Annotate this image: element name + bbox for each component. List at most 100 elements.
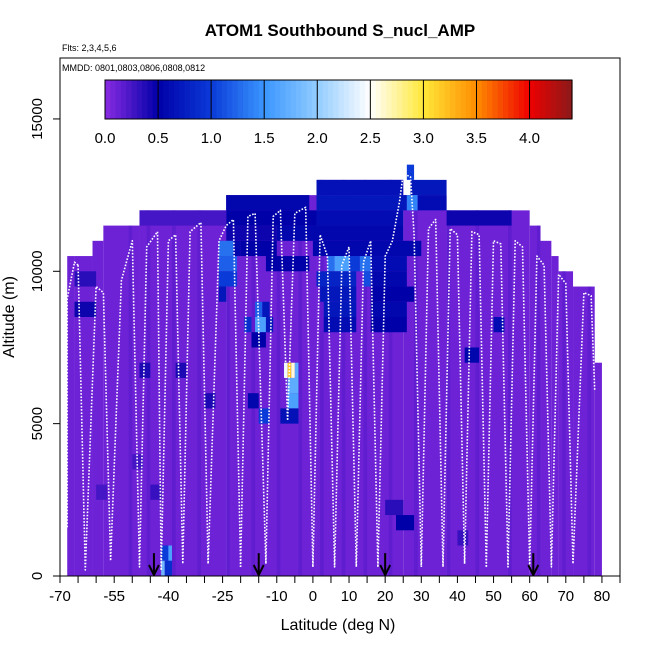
data-cell bbox=[226, 210, 317, 226]
data-cell bbox=[258, 408, 270, 424]
location-arrow-head bbox=[379, 564, 392, 576]
colorbar-segment bbox=[439, 80, 446, 119]
colorbar-segment bbox=[449, 80, 456, 119]
plot-area bbox=[59, 57, 621, 577]
data-cell bbox=[168, 545, 172, 561]
colorbar-segment bbox=[444, 80, 451, 119]
colorbar-segment bbox=[476, 80, 483, 119]
colorbar-segment bbox=[221, 80, 228, 119]
colorbar-tick-label: 1.0 bbox=[201, 130, 222, 147]
x-tick-label: 10 bbox=[341, 588, 358, 605]
profile-stripe bbox=[226, 195, 230, 576]
colorbar-segment bbox=[242, 80, 249, 119]
flights-label: Flts: 2,3,4,5,6 bbox=[62, 43, 117, 53]
colorbar-segment bbox=[327, 80, 334, 119]
colorbar-segment bbox=[566, 80, 573, 119]
colorbar-segment bbox=[211, 80, 218, 119]
colorbar-segment bbox=[285, 80, 292, 119]
data-cell bbox=[493, 317, 505, 333]
colorbar-segment bbox=[556, 80, 562, 119]
data-cell bbox=[359, 256, 371, 272]
data-cell bbox=[276, 225, 404, 241]
data-cell bbox=[396, 515, 415, 531]
colorbar-segment bbox=[391, 80, 398, 119]
envelope-column bbox=[594, 362, 602, 576]
data-cell bbox=[370, 256, 407, 272]
data-cell bbox=[316, 210, 404, 226]
profile-stripe bbox=[276, 195, 281, 576]
data-cell bbox=[323, 301, 357, 317]
colorbar: 0.0 0.5 1.0 1.5 2.0 2.5 3.0 3.5 4.0 bbox=[95, 79, 573, 147]
envelope-column bbox=[446, 210, 530, 576]
flight-track bbox=[420, 218, 488, 568]
flight-track bbox=[77, 230, 162, 571]
colorbar-segment bbox=[311, 80, 318, 119]
colorbar-segment bbox=[280, 80, 287, 119]
x-tick-label: 40 bbox=[449, 588, 466, 605]
envelope-column bbox=[67, 256, 75, 576]
colorbar-segment bbox=[540, 80, 547, 119]
data-cell bbox=[446, 210, 512, 226]
x-tick-label: -25 bbox=[212, 588, 234, 605]
colorbar-segment bbox=[481, 80, 488, 119]
data-cell bbox=[370, 317, 407, 333]
data-cell bbox=[150, 484, 162, 500]
data-cell bbox=[320, 286, 357, 302]
data-cell bbox=[265, 256, 310, 272]
colorbar-segment bbox=[105, 80, 111, 119]
data-cell bbox=[139, 210, 227, 226]
colorbar-segment bbox=[455, 80, 462, 119]
colorbar-tick-label: 2.0 bbox=[307, 130, 328, 147]
location-arrow bbox=[252, 553, 265, 576]
data-cell bbox=[139, 362, 151, 378]
data-cell bbox=[240, 240, 277, 257]
colorbar-segment bbox=[545, 80, 552, 119]
colorbar-segment bbox=[423, 80, 430, 119]
x-tick-label: 50 bbox=[485, 588, 502, 605]
colorbar-segment bbox=[158, 80, 164, 119]
flight-track bbox=[66, 261, 79, 528]
colorbar-segment bbox=[142, 80, 149, 119]
x-tick-label: -40 bbox=[158, 588, 180, 605]
data-cell bbox=[161, 545, 169, 561]
colorbar-segment bbox=[343, 80, 350, 119]
colorbar-segment bbox=[508, 80, 515, 119]
colorbar-segment bbox=[126, 80, 133, 119]
data-cell bbox=[323, 317, 357, 333]
colorbar-segment bbox=[136, 80, 143, 119]
data-cell bbox=[96, 484, 107, 500]
colorbar-segment bbox=[402, 80, 409, 119]
flight-track bbox=[528, 255, 596, 568]
flight-track bbox=[377, 173, 423, 567]
profile-stripe bbox=[128, 225, 133, 576]
data-cell bbox=[334, 256, 350, 272]
colorbar-segment bbox=[115, 80, 122, 119]
data-cell bbox=[265, 317, 274, 333]
envelope-column bbox=[92, 240, 104, 576]
data-cell bbox=[204, 393, 216, 409]
data-cell bbox=[294, 362, 299, 378]
colorbar-segment bbox=[529, 80, 536, 119]
y-tick-label: 5000 bbox=[29, 407, 46, 440]
colorbar-segment bbox=[200, 80, 207, 119]
x-tick-label: 0 bbox=[309, 588, 317, 605]
colorbar-segment bbox=[354, 80, 361, 119]
data-cell bbox=[74, 301, 97, 317]
colorbar-segment bbox=[492, 80, 499, 119]
y-tick-label: 15000 bbox=[29, 98, 46, 140]
data-cell bbox=[291, 362, 295, 378]
colorbar-segment bbox=[386, 80, 393, 119]
colorbar-segment bbox=[258, 80, 265, 119]
x-tick-label: 80 bbox=[594, 588, 611, 605]
data-cell bbox=[164, 560, 172, 576]
profile-stripe bbox=[320, 179, 324, 576]
profile-stripe bbox=[587, 286, 592, 576]
data-cell bbox=[410, 179, 447, 196]
y-axis-label: Altitude (m) bbox=[1, 276, 18, 358]
data-cell bbox=[226, 195, 310, 211]
location-arrow bbox=[379, 553, 392, 576]
colorbar-segment bbox=[396, 80, 403, 119]
flight-track bbox=[312, 233, 379, 568]
profile-stripe bbox=[363, 179, 368, 576]
